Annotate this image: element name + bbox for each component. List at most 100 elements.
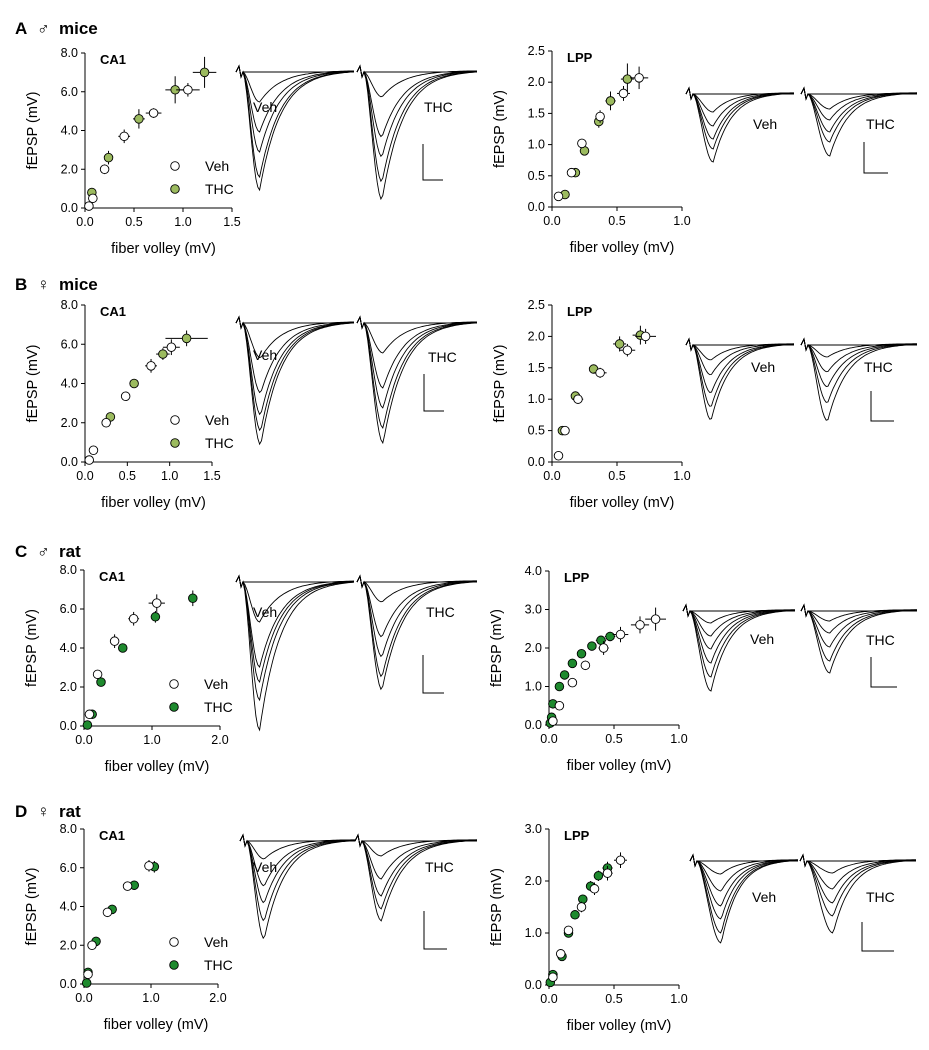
data-point-veh [144,861,154,871]
y-tick-label: 0.0 [61,455,78,469]
x-tick-label: 0.5 [608,214,625,228]
data-point-veh [622,345,633,355]
trace-sweep [235,64,354,103]
data-point-thc [622,74,633,84]
data-point-veh [109,636,120,646]
x-tick-label: 1.0 [174,215,191,229]
trace-sweep [356,64,478,183]
example-traces-thc: THC [800,86,918,157]
y-tick-label: 2.5 [528,44,545,58]
x-tick-label: 1.0 [673,214,690,228]
data-point-thc [605,96,616,106]
scale-bar [863,142,888,174]
data-point-veh [634,73,644,83]
legend-label-veh: Veh [204,934,228,950]
legend-label-veh: Veh [205,158,229,174]
y-tick-label: 0.0 [528,200,545,214]
y-tick-label: 2.0 [528,329,545,343]
y-tick-label: 0.0 [60,719,77,733]
y-tick-label: 0.5 [528,169,545,183]
data-point-veh [567,677,578,688]
series-thc [87,56,217,198]
legend-label-thc: THC [204,699,233,715]
trace-sweep [356,64,477,79]
trace-sweep [235,574,355,732]
legend-marker-thc [170,184,180,194]
data-point-veh [88,193,98,204]
data-point-veh [87,940,97,951]
y-tick-label: 0.0 [525,978,542,992]
data-point-veh [92,669,103,680]
trace-sweep [356,64,478,201]
x-tick-label: 1.0 [143,733,160,747]
region-label: CA1 [99,828,125,843]
example-traces-veh: Veh [235,64,355,192]
trace-sweep [356,64,478,138]
trace-sweep [239,833,356,940]
data-point-veh [580,660,591,671]
series-thc [81,860,160,988]
trace-label-thc: THC [425,859,454,875]
data-point-veh [576,902,587,912]
trace-sweep [689,853,798,892]
y-tick-label: 2.0 [528,75,545,89]
data-point-thc [129,378,139,389]
x-tick-label: 0.5 [605,992,622,1006]
example-traces-thc: THC [800,337,918,421]
trace-sweep [356,64,477,98]
x-tick-label: 0.5 [605,732,622,746]
data-point-veh [101,418,111,428]
region-label: CA1 [100,52,126,67]
trace-sweep [239,833,355,860]
data-point-thc [158,349,168,359]
data-point-veh [573,394,583,404]
x-axis-label: fiber volley (mV) [570,240,675,256]
trace-label-thc: THC [428,349,457,365]
trace-sweep [356,574,477,638]
chart-a-lpp: 0.0 0.5 1.0 0.0 0.5 1.0 1.5 2.0 2.5 fiber volley … [492,44,691,256]
y-tick-label: 8.0 [60,822,77,836]
y-axis-label: fEPSP (mV) [492,90,508,168]
data-point-veh [602,868,613,878]
y-tick-label: 6.0 [61,337,78,351]
example-traces-veh: Veh [682,603,796,692]
x-tick-label: 0.5 [125,215,142,229]
trace-sweep [685,86,794,140]
series-thc [545,861,613,988]
data-point-veh [615,855,626,865]
trace-label-veh: Veh [253,859,277,875]
data-point-veh [548,972,558,982]
trace-sweep [235,315,354,394]
trace-sweep [800,86,917,157]
trace-sweep [235,315,354,359]
data-point-thc [559,670,570,680]
legend-label-veh: Veh [204,676,228,692]
scale-bar [870,657,897,688]
y-tick-label: 0.0 [60,977,77,991]
trace-sweep [685,86,795,163]
trace-sweep [800,603,918,662]
data-point-veh [84,709,95,720]
y-tick-label: 2.0 [61,162,78,176]
series-veh [84,594,165,720]
data-point-veh [650,614,661,624]
trace-sweep [239,833,356,922]
sex-symbol-female: ♀ [37,275,50,294]
y-axis-label: fEPSP (mV) [24,609,40,687]
panel-letter-A: A [15,19,27,38]
data-point-veh [577,138,587,149]
data-point-veh [88,445,99,455]
x-axis-label: fiber volley (mV) [105,759,210,775]
trace-sweep [799,853,917,917]
region-label: CA1 [99,569,125,584]
chart-c-lpp: 0.0 0.5 1.0 0.0 1.0 2.0 3.0 4.0 fiber volley (mV… [489,564,688,774]
x-axis-label: fiber volley (mV) [104,1017,209,1033]
trace-sweep [800,603,917,622]
trace-sweep [356,315,478,445]
data-point-thc [199,67,210,78]
x-tick-label: 2.0 [209,991,226,1005]
trace-sweep [235,574,355,623]
series-veh [553,328,656,461]
trace-sweep [354,833,478,922]
x-tick-label: 0.0 [76,215,93,229]
